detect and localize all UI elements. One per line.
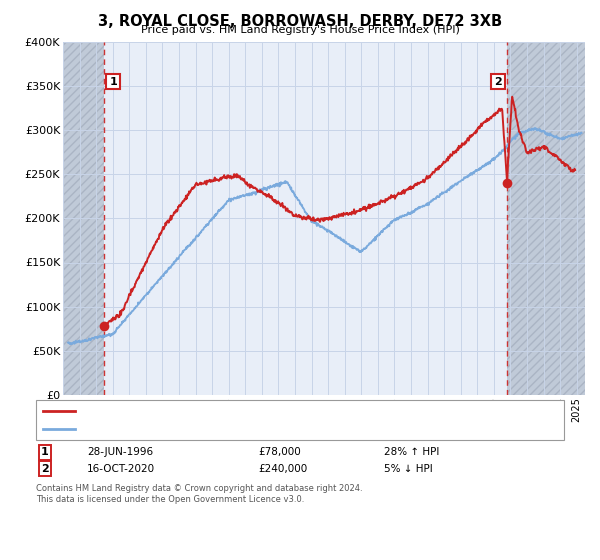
Text: 5% ↓ HPI: 5% ↓ HPI xyxy=(384,464,433,474)
Text: Price paid vs. HM Land Registry's House Price Index (HPI): Price paid vs. HM Land Registry's House … xyxy=(140,25,460,35)
Text: 1: 1 xyxy=(41,447,49,458)
Text: 3, ROYAL CLOSE, BORROWASH, DERBY, DE72 3XB: 3, ROYAL CLOSE, BORROWASH, DERBY, DE72 3… xyxy=(98,14,502,29)
Text: 2: 2 xyxy=(41,464,49,474)
Text: 28% ↑ HPI: 28% ↑ HPI xyxy=(384,447,439,458)
Text: 1: 1 xyxy=(109,77,117,87)
Text: 2: 2 xyxy=(494,77,502,87)
Text: HPI: Average price, detached house, Erewash: HPI: Average price, detached house, Erew… xyxy=(81,423,308,433)
Text: 16-OCT-2020: 16-OCT-2020 xyxy=(87,464,155,474)
Text: 3, ROYAL CLOSE, BORROWASH, DERBY, DE72 3XB (detached house): 3, ROYAL CLOSE, BORROWASH, DERBY, DE72 3… xyxy=(81,407,419,417)
Bar xyxy=(63,42,104,395)
Text: Contains HM Land Registry data © Crown copyright and database right 2024.
This d: Contains HM Land Registry data © Crown c… xyxy=(36,484,362,504)
Text: £78,000: £78,000 xyxy=(258,447,301,458)
Bar xyxy=(507,42,585,395)
Text: 28-JUN-1996: 28-JUN-1996 xyxy=(87,447,153,458)
Text: £240,000: £240,000 xyxy=(258,464,307,474)
